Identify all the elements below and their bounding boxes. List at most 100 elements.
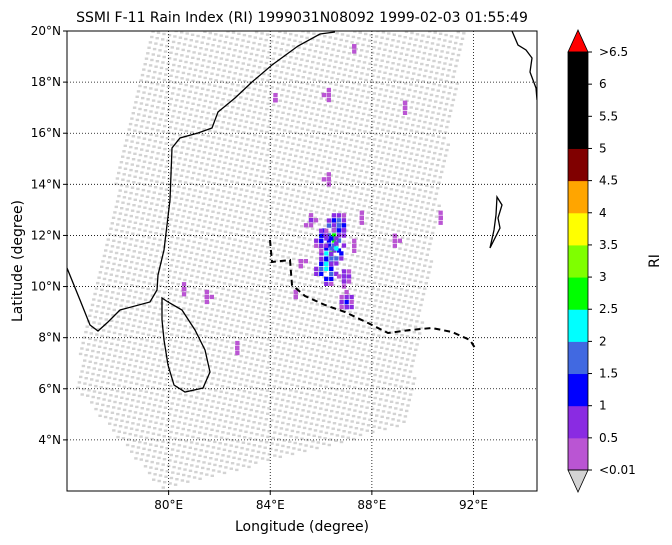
swath-pixel bbox=[112, 331, 117, 335]
swath-pixel bbox=[289, 32, 293, 36]
swath-pixel bbox=[184, 296, 189, 299]
swath-pixel bbox=[118, 212, 123, 215]
swath-pixel bbox=[172, 253, 176, 256]
swath-pixel bbox=[136, 423, 140, 426]
swath-pixel bbox=[285, 284, 289, 288]
swath-pixel bbox=[343, 258, 348, 261]
swath-pixel bbox=[208, 365, 212, 368]
swath-pixel bbox=[376, 75, 380, 79]
swath-pixel bbox=[199, 116, 204, 119]
swath-pixel bbox=[121, 414, 125, 417]
swath-pixel bbox=[106, 358, 110, 362]
swath-pixel bbox=[333, 111, 337, 115]
swath-pixel bbox=[154, 467, 159, 470]
swath-pixel bbox=[169, 384, 173, 388]
swath-pixel bbox=[410, 244, 414, 247]
swath-pixel bbox=[272, 241, 277, 245]
swath-pixel bbox=[158, 428, 162, 431]
swath-pixel bbox=[109, 250, 113, 253]
swath-pixel bbox=[246, 373, 250, 377]
swath-pixel bbox=[178, 180, 182, 183]
swath-pixel bbox=[326, 426, 330, 429]
swath-pixel bbox=[223, 374, 227, 377]
swath-pixel bbox=[190, 177, 194, 180]
swath-pixel bbox=[459, 43, 463, 46]
swath-pixel bbox=[354, 191, 358, 194]
swath-pixel bbox=[134, 313, 138, 317]
swath-pixel bbox=[302, 70, 307, 73]
swath-pixel bbox=[195, 86, 199, 89]
swath-pixel bbox=[264, 348, 268, 352]
swath-pixel bbox=[364, 314, 369, 317]
swath-pixel bbox=[274, 282, 278, 285]
swath-pixel bbox=[391, 39, 395, 42]
swath-pixel bbox=[257, 43, 262, 46]
swath-pixel bbox=[446, 143, 450, 146]
swath-pixel bbox=[327, 300, 332, 303]
swath-pixel bbox=[374, 322, 378, 325]
swath-pixel bbox=[105, 243, 109, 247]
swath-pixel bbox=[137, 182, 141, 185]
swath-pixel bbox=[179, 197, 184, 200]
swath-pixel bbox=[162, 101, 167, 105]
swath-pixel bbox=[361, 399, 365, 403]
swath-pixel bbox=[277, 81, 281, 85]
swath-pixel bbox=[315, 67, 319, 70]
swath-pixel bbox=[172, 442, 176, 446]
swath-pixel bbox=[208, 244, 213, 247]
rain-pixel bbox=[334, 246, 339, 251]
swath-pixel bbox=[245, 69, 250, 72]
swath-pixel bbox=[216, 211, 221, 215]
swath-pixel bbox=[327, 208, 331, 211]
swath-pixel bbox=[258, 324, 262, 328]
rain-pixel bbox=[392, 243, 397, 248]
swath-pixel bbox=[357, 393, 361, 396]
swath-pixel bbox=[288, 153, 292, 156]
swath-pixel bbox=[268, 332, 272, 335]
swath-pixel bbox=[320, 166, 324, 169]
swath-pixel bbox=[354, 93, 359, 97]
swath-pixel bbox=[228, 306, 232, 309]
swath-pixel bbox=[81, 364, 86, 368]
swath-pixel bbox=[207, 106, 212, 109]
y-tick-label: 4°N bbox=[38, 433, 61, 447]
swath-pixel bbox=[96, 351, 100, 354]
swath-pixel bbox=[139, 79, 143, 82]
swath-pixel bbox=[427, 127, 431, 130]
swath-pixel bbox=[423, 97, 427, 101]
swath-pixel bbox=[292, 137, 296, 140]
swath-pixel bbox=[255, 100, 259, 103]
swath-pixel bbox=[353, 76, 357, 79]
swath-pixel bbox=[179, 128, 183, 131]
swath-pixel bbox=[265, 320, 269, 323]
swath-pixel bbox=[304, 111, 308, 114]
swath-pixel bbox=[166, 275, 171, 278]
swath-pixel bbox=[179, 174, 184, 177]
swath-pixel bbox=[423, 213, 428, 216]
swath-pixel bbox=[176, 93, 180, 96]
swath-pixel bbox=[138, 107, 142, 111]
swath-pixel bbox=[301, 219, 305, 222]
swath-pixel bbox=[159, 210, 163, 213]
swath-pixel bbox=[358, 31, 362, 34]
swath-pixel bbox=[116, 338, 121, 341]
swath-pixel bbox=[428, 76, 432, 79]
swath-pixel bbox=[427, 81, 431, 84]
swath-pixel bbox=[183, 445, 187, 448]
swath-pixel bbox=[294, 80, 299, 83]
swath-pixel bbox=[380, 369, 384, 372]
swath-pixel bbox=[335, 365, 339, 368]
swath-pixel bbox=[414, 38, 418, 41]
swath-pixel bbox=[410, 267, 415, 270]
swath-pixel bbox=[304, 134, 309, 137]
swath-pixel bbox=[381, 220, 386, 223]
swath-pixel bbox=[227, 47, 232, 51]
swath-pixel bbox=[321, 419, 326, 422]
swath-pixel bbox=[159, 422, 164, 426]
swath-pixel bbox=[128, 289, 133, 292]
swath-pixel bbox=[261, 290, 265, 294]
swath-pixel bbox=[265, 176, 269, 180]
swath-pixel bbox=[294, 200, 298, 204]
swath-pixel bbox=[176, 329, 181, 332]
swath-pixel bbox=[346, 80, 350, 83]
